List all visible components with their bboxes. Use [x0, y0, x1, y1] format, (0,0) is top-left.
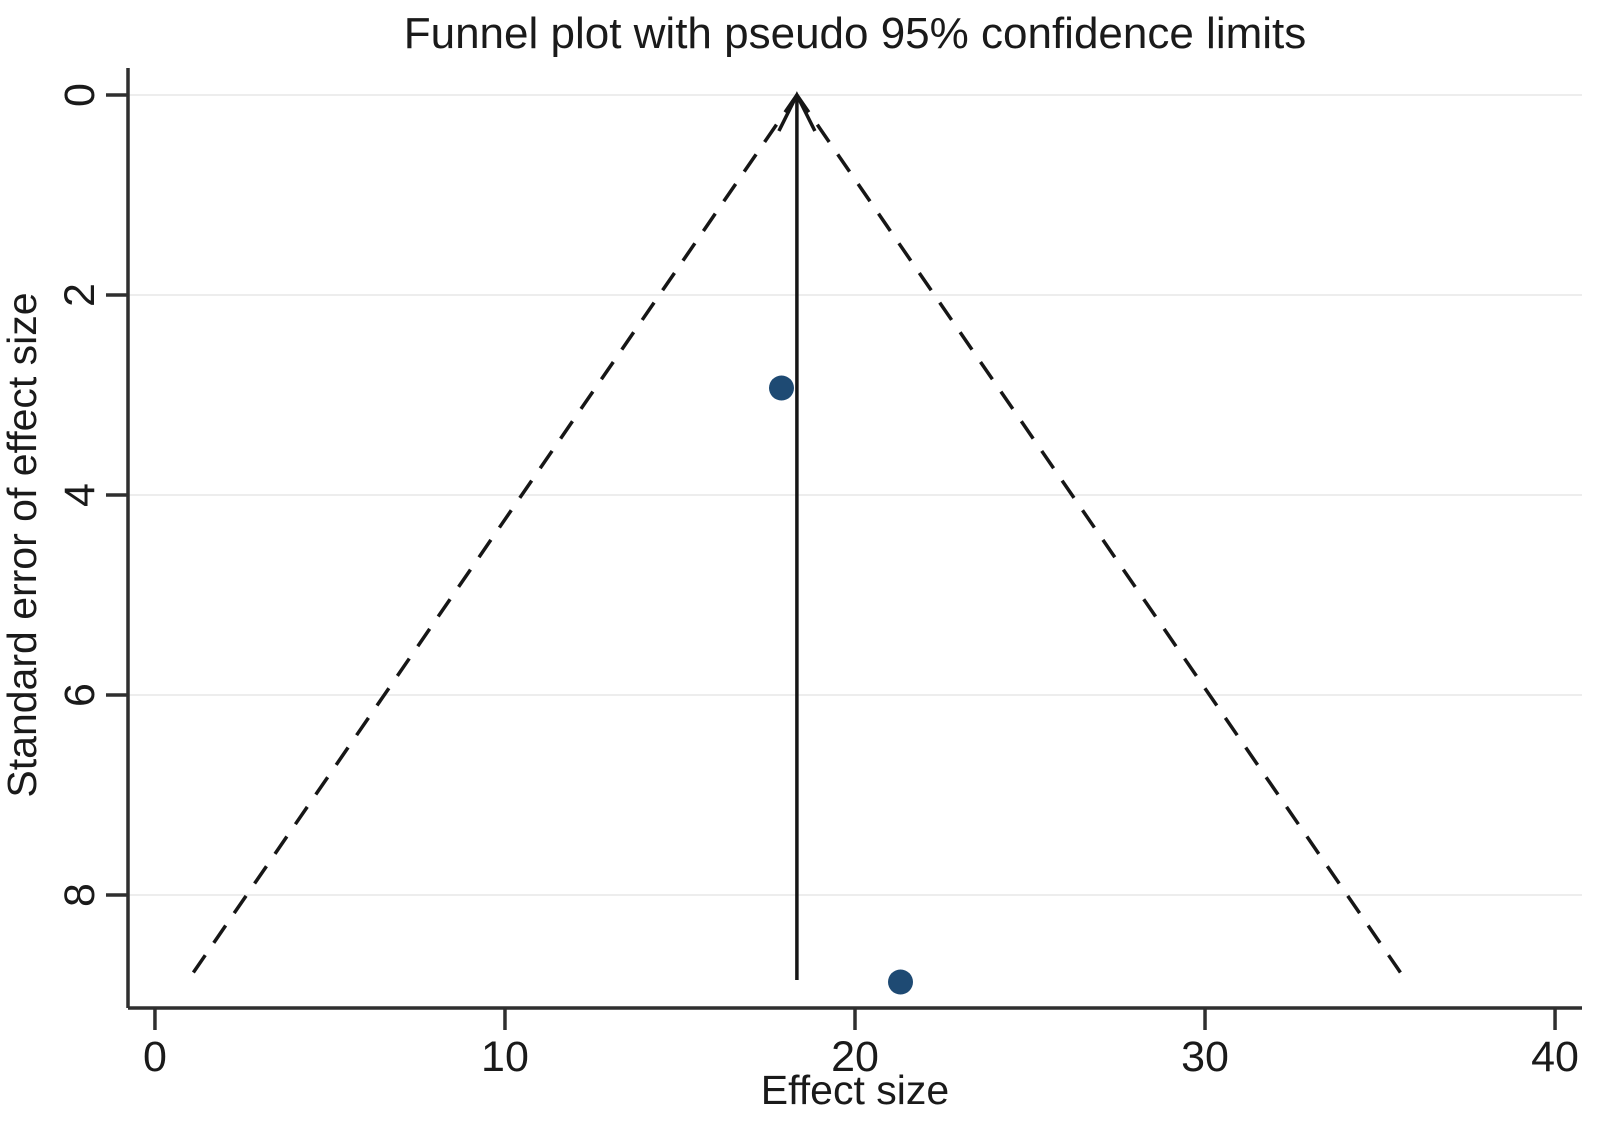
y-tick-label-2: 2 — [56, 283, 104, 307]
y-tick-label-4: 4 — [56, 483, 104, 507]
axes — [106, 68, 1582, 1030]
x-tick-label-30: 30 — [1181, 1033, 1229, 1081]
x-tick-label-10: 10 — [481, 1033, 529, 1081]
y-tick-label-8: 8 — [56, 883, 104, 907]
study-points — [768, 375, 914, 995]
y-tick-label-0: 0 — [56, 83, 104, 107]
study-point-1 — [768, 375, 794, 401]
tick-labels: 0 10 20 30 40 0 2 4 6 8 — [56, 83, 1579, 1081]
study-point-2 — [888, 969, 914, 995]
x-axis-label: Effect size — [761, 1067, 949, 1113]
chart-title: Funnel plot with pseudo 95% confidence l… — [404, 9, 1307, 58]
pooled-effect-line-group — [777, 91, 817, 980]
arrowhead-icon — [777, 91, 817, 132]
pseudo-ci-left-line — [186, 94, 799, 981]
x-tick-label-40: 40 — [1531, 1033, 1579, 1081]
y-tick-label-6: 6 — [56, 683, 104, 707]
gridlines — [128, 94, 1582, 896]
y-axis-label: Standard error of effect size — [0, 292, 45, 797]
pseudo-ci-right-line — [795, 94, 1408, 981]
x-tick-label-20: 20 — [831, 1033, 879, 1081]
x-tick-label-0: 0 — [143, 1033, 167, 1081]
